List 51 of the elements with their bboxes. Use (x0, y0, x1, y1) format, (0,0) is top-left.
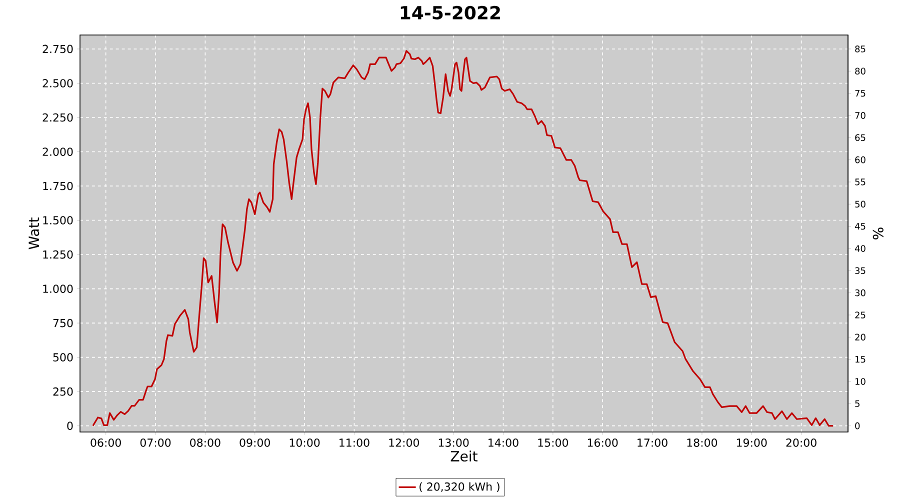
chart-title: 14-5-2022 (400, 6, 500, 20)
y-tick-label: 1.500 (43, 216, 73, 224)
x-tick-label: 17:00 (638, 438, 668, 447)
x-tick-label: 06:00 (90, 438, 121, 447)
y2-tick-label: 55 (855, 178, 866, 186)
y2-tick-label: 0 (855, 422, 860, 430)
y2-tick-label: 45 (854, 222, 866, 230)
y2-tick-label: 20 (855, 334, 866, 341)
y2-tick-label: 70 (855, 112, 866, 119)
y-tick-label: 1.250 (43, 250, 73, 259)
x-tick-label: 14:00 (488, 438, 518, 447)
y-tick-label: 2.750 (42, 44, 73, 54)
y-tick-label: 250 (53, 387, 73, 396)
x-tick-label: 08:00 (190, 438, 220, 447)
x-tick-label: 12:00 (389, 438, 420, 447)
x-axis-title: Zeit (450, 450, 478, 462)
x-tick-label: 11:00 (340, 438, 370, 447)
x-tick-label: 16:00 (588, 438, 618, 447)
y-tick-label: 2.250 (42, 113, 73, 122)
y2-tick-label: 85 (855, 46, 866, 52)
y2-tick-label: 75 (855, 90, 866, 97)
y2-tick-label: 60 (855, 156, 866, 164)
y-tick-label: 1.750 (43, 182, 73, 190)
legend-label: ( 20,320 kWh ) (420, 482, 500, 492)
y2-tick-label: 50 (855, 200, 866, 208)
y-tick-label: 750 (53, 318, 73, 328)
y2-tick-label: 30 (855, 289, 866, 296)
y-tick-label: 2.000 (42, 148, 73, 156)
x-tick-label: 18:00 (687, 438, 718, 447)
y-tick-label: 500 (53, 353, 73, 362)
y-tick-label: 0 (67, 422, 73, 430)
x-tick-label: 09:00 (240, 438, 270, 447)
y2-tick-label: 35 (855, 267, 866, 274)
x-tick-label: 13:00 (438, 438, 469, 447)
y2-tick-label: 65 (855, 134, 866, 142)
y2-tick-label: 40 (854, 245, 866, 252)
y-axis-title: Watt (28, 218, 40, 250)
y2-tick-label: 10 (856, 378, 866, 385)
x-tick-label: 20:00 (786, 438, 816, 447)
y2-tick-label: 25 (855, 312, 866, 318)
y2-tick-label: 15 (856, 356, 866, 363)
y2-tick-label: 80 (855, 68, 866, 75)
y-tick-label: 1.000 (43, 284, 73, 293)
x-tick-label: 07:00 (140, 438, 171, 447)
line-series (92, 50, 834, 427)
y-tick-label: 2.500 (42, 79, 73, 88)
x-tick-label: 19:00 (736, 438, 767, 447)
y2-axis-title: % (872, 228, 884, 240)
x-tick-label: 10:00 (290, 438, 320, 447)
y2-tick-label: 5 (855, 400, 860, 408)
x-tick-label: 15:00 (538, 438, 568, 447)
